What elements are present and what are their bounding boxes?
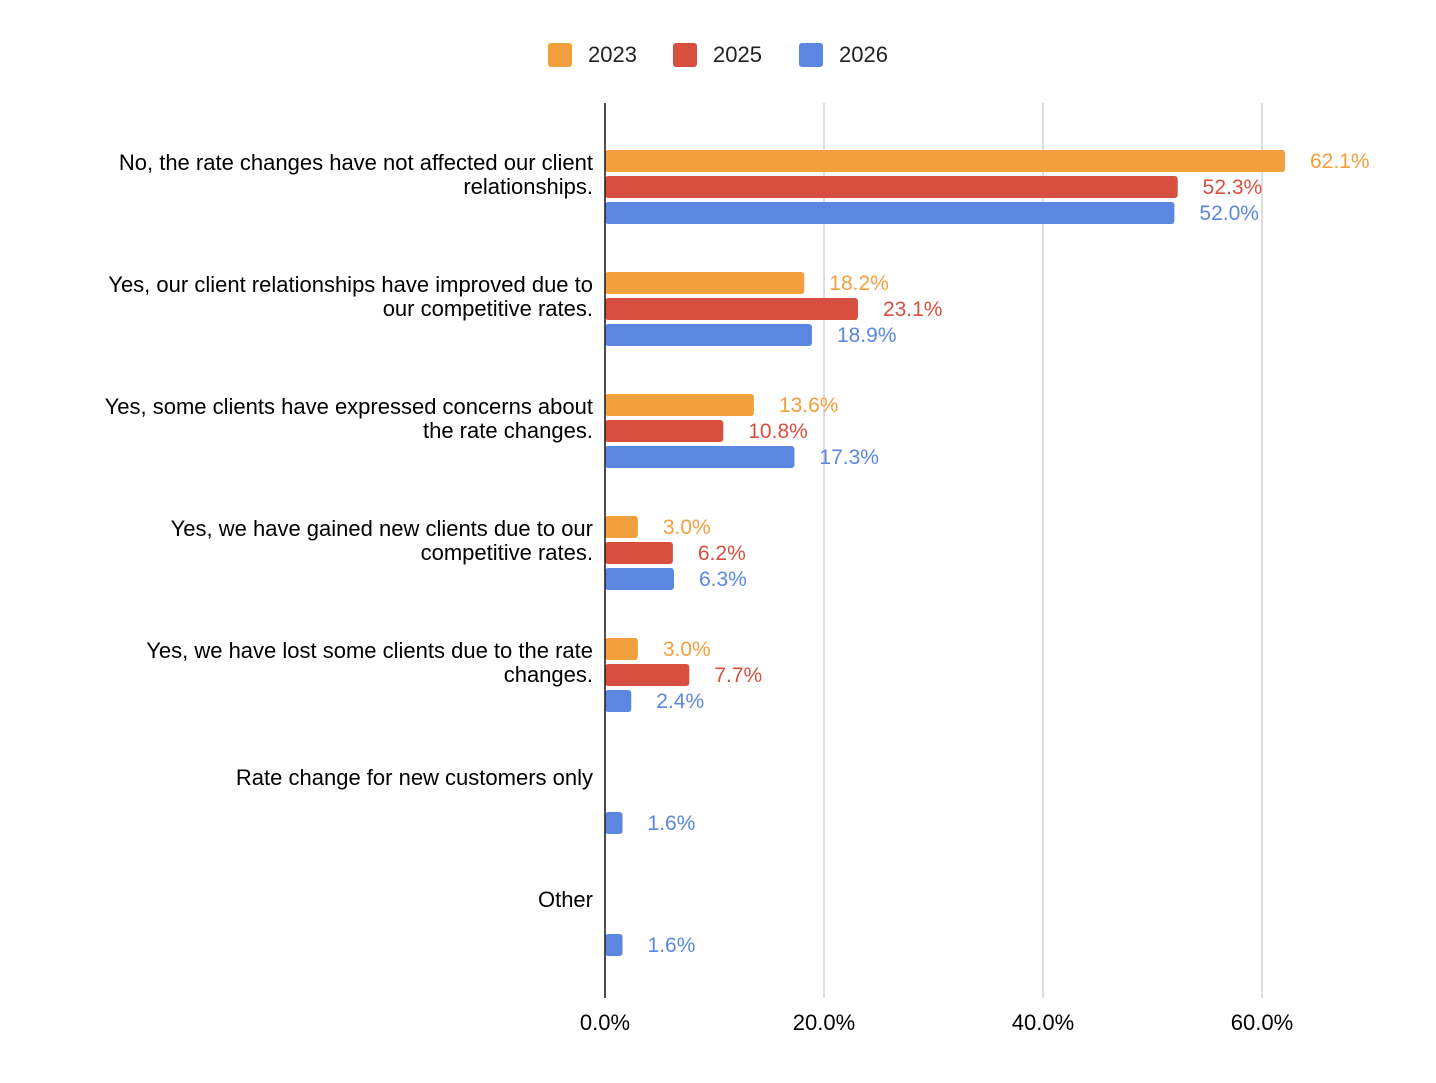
category-label: Yes, some clients have expressed concern… [105,394,593,443]
data-label-2026: 2.4% [656,690,704,713]
legend-swatch-2025[interactable] [673,43,697,67]
legend-label-2026[interactable]: 2026 [839,42,888,67]
category-label-line: our competitive rates. [383,296,593,321]
bar-2023 [605,516,638,538]
data-label-2025: 7.7% [714,664,762,687]
bar-2023 [605,394,754,416]
x-tick-label: 60.0% [1231,1010,1293,1035]
category-label-line: Yes, we have lost some clients due to th… [146,638,593,663]
bar-2026 [605,690,632,712]
data-label-2025: 10.8% [748,420,808,443]
data-label-2023: 62.1% [1310,150,1370,173]
data-label-2023: 18.2% [829,272,889,295]
category-label-line: competitive rates. [421,540,593,565]
category-label-line: relationships. [463,174,593,199]
bar-2023 [605,150,1285,172]
bar-2026 [605,446,795,468]
legend-label-2025[interactable]: 2025 [713,42,762,67]
bar-2023 [605,638,638,660]
x-tick-label: 0.0% [580,1010,630,1035]
x-tick-label: 20.0% [793,1010,855,1035]
data-label-2026: 17.3% [819,446,879,469]
bar-2025 [605,298,858,320]
data-label-2026: 1.6% [648,812,696,835]
legend-swatch-2023[interactable] [548,43,572,67]
category-label: Other [538,887,593,912]
category-label: Yes, we have gained new clients due to o… [171,516,593,565]
category-label: Rate change for new customers only [236,765,593,790]
legend-swatch-2026[interactable] [799,43,823,67]
bar-2026 [605,202,1175,224]
data-label-2025: 52.3% [1203,176,1263,199]
bar-2026 [605,324,812,346]
category-label: Yes, we have lost some clients due to th… [146,638,593,687]
category-label-line: Rate change for new customers only [236,765,593,790]
bar-2026 [605,568,674,590]
data-label-2025: 23.1% [883,298,943,321]
data-label-2023: 3.0% [663,516,711,539]
category-label: No, the rate changes have not affected o… [119,150,593,199]
data-label-2026: 6.3% [699,568,747,591]
bar-2026 [605,812,623,834]
bar-2025 [605,176,1178,198]
data-label-2026: 52.0% [1199,202,1259,225]
category-label-line: changes. [504,662,593,687]
category-label-line: Yes, our client relationships have impro… [108,272,593,297]
data-label-2025: 6.2% [698,542,746,565]
category-label-line: Other [538,887,593,912]
data-label-2023: 13.6% [779,394,839,417]
category-label-line: Yes, we have gained new clients due to o… [171,516,593,541]
x-tick-label: 40.0% [1012,1010,1074,1035]
bar-2025 [605,664,690,686]
bar-2025 [605,420,724,442]
bar-2025 [605,542,673,564]
category-label-line: No, the rate changes have not affected o… [119,150,593,175]
data-label-2026: 18.9% [837,324,897,347]
bar-2023 [605,272,805,294]
data-label-2023: 3.0% [663,638,711,661]
category-label-line: the rate changes. [423,418,593,443]
bar-2026 [605,934,623,956]
category-label: Yes, our client relationships have impro… [108,272,593,321]
data-label-2026: 1.6% [648,934,696,957]
category-label-line: Yes, some clients have expressed concern… [105,394,593,419]
legend-label-2023[interactable]: 2023 [588,42,637,67]
